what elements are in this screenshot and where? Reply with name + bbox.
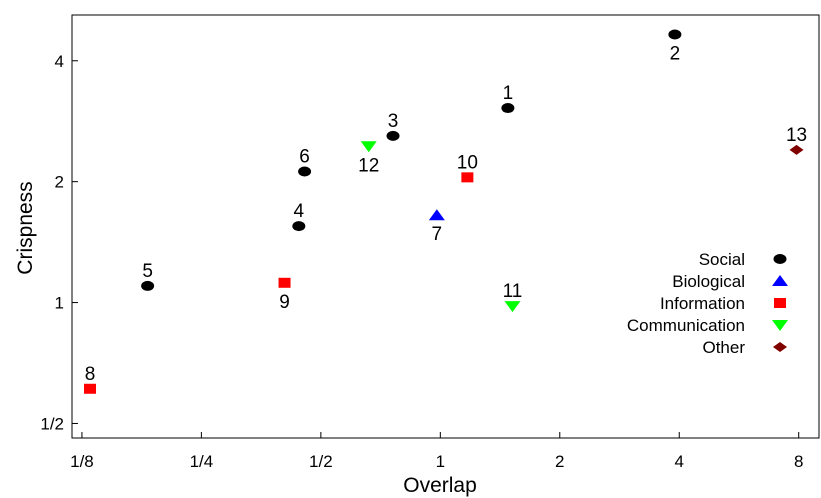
legend-label-2: Information [660,294,745,313]
legend-marker-1 [772,275,788,286]
point-label-8: 8 [85,364,96,385]
point-label-6: 6 [299,146,310,167]
point-label-5: 5 [142,261,153,282]
y-tick-label-0: 1/2 [40,414,64,433]
point-label-3: 3 [388,111,399,132]
x-tick-label-3: 1 [436,452,445,471]
x-tick-label-5: 4 [675,452,684,471]
point-11 [504,301,521,313]
y-tick-label-2: 2 [55,173,64,192]
point-12 [360,141,377,153]
point-label-10: 10 [457,152,478,173]
x-axis-label: Overlap [403,474,477,497]
point-label-13: 13 [786,125,807,146]
plot-frame [71,14,820,439]
legend: Social Biological Information Communication… [627,250,788,357]
point-label-12: 12 [358,155,379,176]
legend-label-3: Communication [627,316,745,335]
legend-marker-2 [774,298,786,308]
point-9 [278,277,291,288]
legend-marker-0 [773,254,787,264]
x-tick-label-6: 8 [794,452,803,471]
y-tick-label-3: 4 [55,52,64,71]
y-axis-label: Crispness [14,181,37,274]
legend-label-4: Other [702,338,745,357]
x-tick-label-4: 2 [555,452,564,471]
legend-marker-3 [772,320,788,331]
y-tick-label-1: 1 [55,294,64,313]
legend-label-1: Biological [672,272,745,291]
point-1 [501,103,515,114]
point-4 [292,221,306,232]
point-6 [298,166,312,177]
point-label-9: 9 [279,292,290,313]
legend-label-0: Social [699,250,745,269]
point-2 [668,29,682,40]
point-label-4: 4 [294,201,305,222]
point-3 [386,130,400,141]
point-label-11: 11 [503,281,523,302]
point-13 [789,144,804,155]
x-tick-label-1: 1/4 [190,452,214,471]
point-7 [428,209,445,221]
legend-marker-4 [773,342,787,352]
x-tick-label-2: 1/2 [309,452,333,471]
point-8 [84,383,97,394]
x-tick-label-0: 1/8 [70,452,94,471]
point-label-1: 1 [503,83,514,104]
point-5 [141,280,155,291]
point-label-2: 2 [670,43,681,64]
point-10 [461,172,474,183]
point-label-7: 7 [432,224,443,245]
